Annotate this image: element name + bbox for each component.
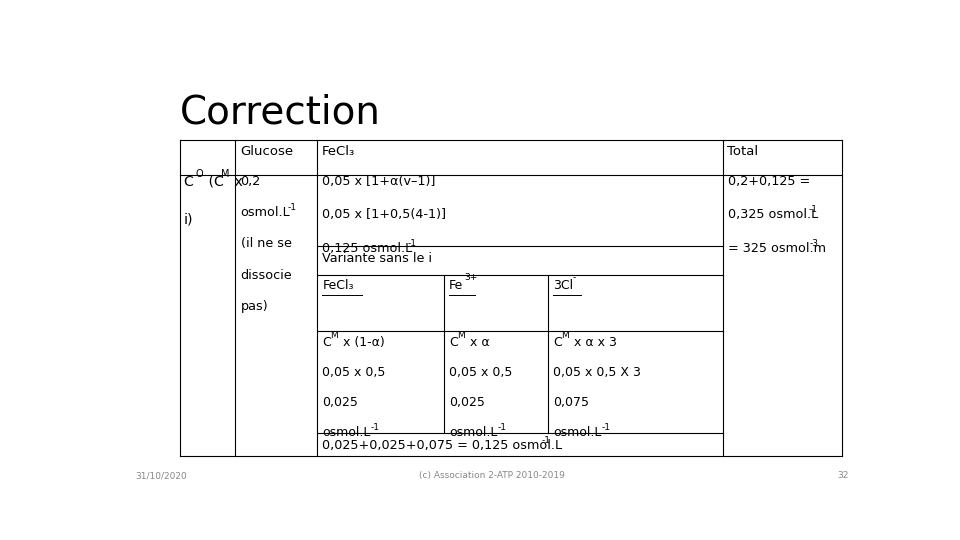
Text: (C: (C bbox=[204, 175, 224, 189]
Text: Glucose: Glucose bbox=[240, 145, 293, 158]
Text: osmol.L: osmol.L bbox=[323, 426, 371, 438]
Text: = 325 osmol.m: = 325 osmol.m bbox=[728, 241, 826, 254]
Text: x α: x α bbox=[466, 336, 490, 349]
Text: 0,2+0,125 =: 0,2+0,125 = bbox=[728, 175, 810, 188]
Text: 32: 32 bbox=[838, 471, 849, 481]
Text: 3Cl: 3Cl bbox=[553, 279, 573, 292]
Text: -3: -3 bbox=[809, 239, 819, 248]
Text: M: M bbox=[330, 331, 338, 340]
Text: -: - bbox=[572, 273, 576, 282]
Text: osmol.L: osmol.L bbox=[553, 426, 601, 438]
Text: i): i) bbox=[183, 212, 193, 226]
Text: Total: Total bbox=[727, 145, 758, 158]
Text: 0,05 x [1+α(v–1)]: 0,05 x [1+α(v–1)] bbox=[323, 175, 436, 188]
Text: C: C bbox=[323, 336, 331, 349]
Text: 0,075: 0,075 bbox=[553, 396, 589, 409]
Text: Fe: Fe bbox=[449, 279, 463, 292]
Text: x (1-α): x (1-α) bbox=[340, 336, 385, 349]
Text: x: x bbox=[230, 175, 243, 189]
Text: FeCl₃: FeCl₃ bbox=[322, 145, 355, 158]
Text: 31/10/2020: 31/10/2020 bbox=[134, 471, 186, 481]
Text: C: C bbox=[183, 175, 193, 189]
Text: 0,025: 0,025 bbox=[449, 396, 485, 409]
Text: 3+: 3+ bbox=[465, 273, 478, 282]
Text: FeCl₃: FeCl₃ bbox=[323, 279, 354, 292]
Text: 0,2: 0,2 bbox=[241, 175, 261, 188]
Text: -1: -1 bbox=[287, 203, 297, 212]
Text: Correction: Correction bbox=[180, 94, 380, 132]
Text: M: M bbox=[457, 331, 465, 340]
Text: Variante sans le i: Variante sans le i bbox=[323, 252, 432, 265]
Text: 0,125 osmol.L: 0,125 osmol.L bbox=[323, 241, 413, 254]
Text: M: M bbox=[221, 168, 229, 179]
Text: osmol.L: osmol.L bbox=[449, 426, 497, 438]
Text: (c) Association 2-ATP 2010-2019: (c) Association 2-ATP 2010-2019 bbox=[420, 471, 564, 481]
Text: 0,05 x [1+0,5(4-1)]: 0,05 x [1+0,5(4-1)] bbox=[323, 208, 446, 221]
Text: osmol.L: osmol.L bbox=[241, 206, 290, 219]
Text: -1: -1 bbox=[371, 423, 380, 432]
Text: 0,05 x 0,5: 0,05 x 0,5 bbox=[323, 366, 386, 379]
Text: 0,025: 0,025 bbox=[323, 396, 358, 409]
Text: (il ne se: (il ne se bbox=[241, 238, 292, 251]
Text: -1: -1 bbox=[497, 423, 506, 432]
Text: pas): pas) bbox=[241, 300, 268, 313]
Text: -1: -1 bbox=[541, 436, 551, 445]
Text: -1: -1 bbox=[809, 205, 818, 214]
Text: C: C bbox=[449, 336, 458, 349]
Text: x α x 3: x α x 3 bbox=[570, 336, 617, 349]
Text: 0,025+0,025+0,075 = 0,125 osmol.L: 0,025+0,025+0,075 = 0,125 osmol.L bbox=[323, 439, 563, 452]
Text: 0,05 x 0,5: 0,05 x 0,5 bbox=[449, 366, 513, 379]
Text: 0,05 x 0,5 X 3: 0,05 x 0,5 X 3 bbox=[553, 366, 641, 379]
Text: O: O bbox=[196, 168, 204, 179]
Text: -1: -1 bbox=[408, 239, 417, 248]
Text: C: C bbox=[553, 336, 562, 349]
Text: M: M bbox=[562, 331, 569, 340]
Text: dissocie: dissocie bbox=[241, 268, 292, 281]
Text: -1: -1 bbox=[601, 423, 611, 432]
Text: 0,325 osmol.L: 0,325 osmol.L bbox=[728, 208, 818, 221]
